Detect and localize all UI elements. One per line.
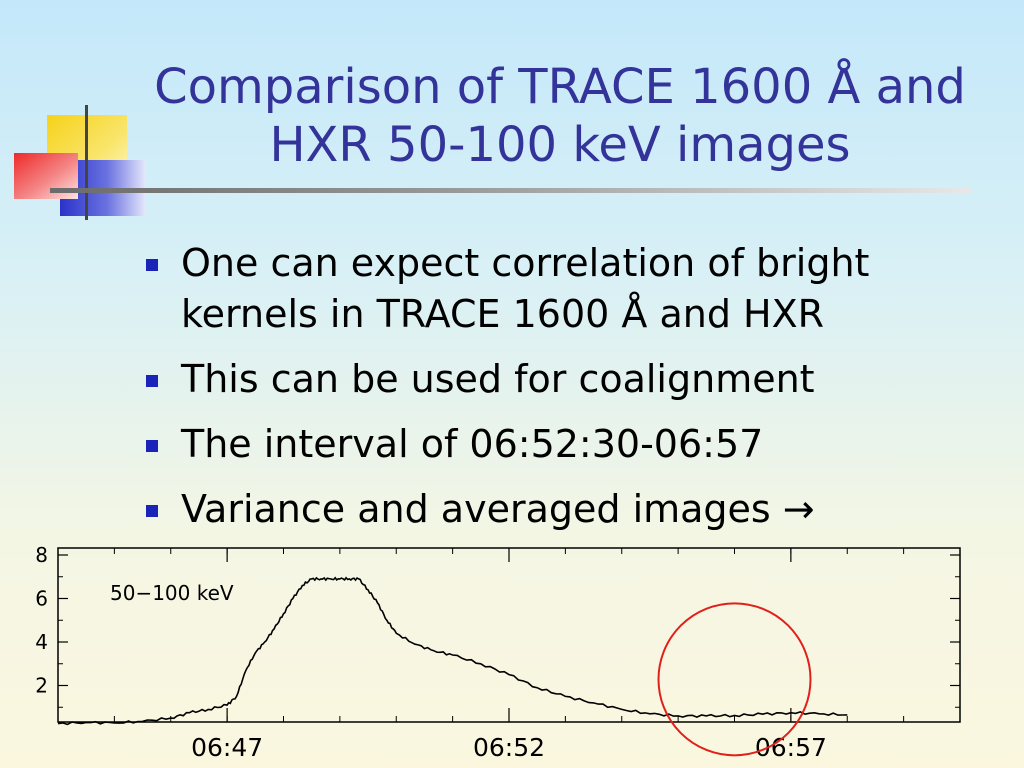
bullet-text: Variance and averaged images → bbox=[181, 487, 815, 531]
highlight-circle bbox=[657, 602, 812, 757]
vertical-bar bbox=[85, 105, 88, 220]
x-tick-label: 06:57 bbox=[755, 733, 827, 762]
square-bullet-icon bbox=[146, 505, 158, 517]
bullet-text: This can be used for coalignment bbox=[181, 357, 815, 401]
y-tick-label: 8 bbox=[35, 543, 48, 567]
page-title: Comparison of TRACE 1600 Å and HXR 50-10… bbox=[120, 58, 1000, 174]
title-divider bbox=[50, 188, 972, 193]
series-line bbox=[57, 576, 848, 726]
bullet-item: One can expect correlation of bright ker… bbox=[146, 238, 966, 340]
bullet-list: One can expect correlation of bright ker… bbox=[146, 238, 966, 549]
square-bullet-icon bbox=[146, 259, 158, 271]
y-tick-label: 2 bbox=[35, 674, 48, 698]
plot-frame bbox=[57, 547, 961, 723]
bullet-text: One can expect correlation of bright ker… bbox=[181, 241, 870, 336]
chart-annotation: 50−100 keV bbox=[110, 581, 234, 605]
bullet-item: This can be used for coalignment bbox=[146, 354, 966, 405]
title-line-2: HXR 50-100 keV images bbox=[269, 117, 851, 173]
x-tick-label: 06:52 bbox=[473, 733, 545, 762]
square-bullet-icon bbox=[146, 440, 158, 452]
y-tick-label: 4 bbox=[35, 630, 48, 654]
hxr-lightcurve-chart: 06:47 06:52 06:57 2 4 6 8 50−100 keV bbox=[35, 543, 961, 762]
bullet-item: Variance and averaged images → bbox=[146, 484, 966, 535]
bullet-text: The interval of 06:52:30-06:57 bbox=[181, 422, 764, 466]
chart-layer: 06:47 06:52 06:57 2 4 6 8 bbox=[35, 543, 961, 762]
title-line-1: Comparison of TRACE 1600 Å and bbox=[154, 59, 966, 115]
y-tick-label: 6 bbox=[35, 587, 48, 611]
bullet-item: The interval of 06:52:30-06:57 bbox=[146, 419, 966, 470]
x-tick-label: 06:47 bbox=[191, 733, 263, 762]
square-bullet-icon bbox=[146, 375, 158, 387]
